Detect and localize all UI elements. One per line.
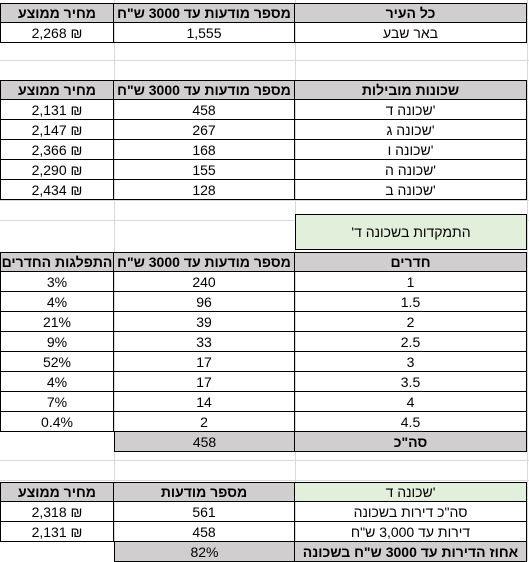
- avg-price-cell[interactable]: 2,434 ₪: [0, 180, 114, 200]
- listings-cell[interactable]: 17: [114, 352, 295, 372]
- listings-cell[interactable]: 458: [114, 100, 295, 120]
- rooms-cell[interactable]: 3.5: [295, 372, 527, 392]
- avg-price-cell[interactable]: 2,318 ₪: [0, 502, 114, 522]
- listings-cell[interactable]: 240: [114, 272, 295, 292]
- percent-label-cell[interactable]: אחוז הדירות עד 3000 ש"ח בשכונה: [295, 542, 527, 562]
- distribution-cell[interactable]: 7%: [0, 392, 114, 412]
- avg-price-cell[interactable]: 2,366 ₪: [0, 140, 114, 160]
- table-row: 9% 33 2.5: [0, 332, 529, 352]
- summary-label-cell[interactable]: דירות עד 3,000 ש"ח: [295, 522, 527, 542]
- avg-price-cell[interactable]: 2,290 ₪: [0, 160, 114, 180]
- listings-cell[interactable]: 33: [114, 332, 295, 352]
- summary-title-cell[interactable]: שכונה ד': [295, 482, 527, 502]
- table-row: 2,290 ₪ 155 שכונה ה': [0, 160, 529, 180]
- table-row: 7% 14 4: [0, 392, 529, 412]
- city-header[interactable]: כל העיר: [295, 3, 527, 23]
- neighborhood-cell[interactable]: שכונה ה': [295, 160, 527, 180]
- rooms-total-row: 458 סה"כ: [0, 432, 529, 452]
- table-row: 2,131 ₪ 458 דירות עד 3,000 ש"ח: [0, 522, 529, 542]
- table-row: 4% 96 1.5: [0, 292, 529, 312]
- distribution-cell[interactable]: 4%: [0, 292, 114, 312]
- rooms-cell[interactable]: 1.5: [295, 292, 527, 312]
- neighborhoods-header-row: מחיר ממוצע מספר מודעות עד 3000 ש"ח שכונו…: [0, 80, 529, 100]
- avg-price-header[interactable]: מחיר ממוצע: [0, 482, 114, 502]
- listings-cell[interactable]: 155: [114, 160, 295, 180]
- summary-header-row: מחיר ממוצע מספר מודעות שכונה ד': [0, 482, 529, 502]
- rooms-cell[interactable]: 4: [295, 392, 527, 412]
- avg-price-cell[interactable]: 2,147 ₪: [0, 120, 114, 140]
- avg-price-header[interactable]: מחיר ממוצע: [0, 3, 114, 23]
- table-row: 4% 17 3.5: [0, 372, 529, 392]
- listings-header[interactable]: מספר מודעות: [114, 482, 295, 502]
- avg-price-cell[interactable]: 2,131 ₪: [0, 100, 114, 120]
- rooms-cell[interactable]: 3: [295, 352, 527, 372]
- rooms-header-row: התפלגות החדרים מספר מודעות עד 3000 ש"ח ח…: [0, 252, 529, 272]
- distribution-cell[interactable]: 0.4%: [0, 412, 114, 432]
- table-row: 21% 39 2: [0, 312, 529, 332]
- table-row: 2,318 ₪ 561 סה"כ דירות בשכונה: [0, 502, 529, 522]
- distribution-header[interactable]: התפלגות החדרים: [0, 252, 114, 272]
- neighborhood-header[interactable]: שכונות מובילות: [295, 80, 527, 100]
- table-row: 0.4% 2 4.5: [0, 412, 529, 432]
- listings-header[interactable]: מספר מודעות עד 3000 ש"ח: [114, 3, 295, 23]
- percent-row: 82% אחוז הדירות עד 3000 ש"ח בשכונה: [0, 542, 529, 562]
- city-header-row: מחיר ממוצע מספר מודעות עד 3000 ש"ח כל הע…: [0, 3, 529, 23]
- listings-cell[interactable]: 168: [114, 140, 295, 160]
- listings-cell[interactable]: 14: [114, 392, 295, 412]
- listings-cell[interactable]: 17: [114, 372, 295, 392]
- listings-cell[interactable]: 96: [114, 292, 295, 312]
- listings-cell[interactable]: 561: [114, 502, 295, 522]
- listings-cell[interactable]: 2: [114, 412, 295, 432]
- listings-cell[interactable]: 1,555: [114, 23, 295, 43]
- neighborhood-cell[interactable]: שכונה ב': [295, 180, 527, 200]
- table-row: 2,434 ₪ 128 שכונה ב': [0, 180, 529, 200]
- neighborhood-cell[interactable]: שכונה ו': [295, 140, 527, 160]
- rooms-cell[interactable]: 4.5: [295, 412, 527, 432]
- table-row: 2,366 ₪ 168 שכונה ו': [0, 140, 529, 160]
- rooms-cell[interactable]: 2: [295, 312, 527, 332]
- listings-cell[interactable]: 267: [114, 120, 295, 140]
- listings-cell[interactable]: 39: [114, 312, 295, 332]
- city-data-row: 2,268 ₪ 1,555 באר שבע: [0, 23, 529, 43]
- avg-price-header[interactable]: מחיר ממוצע: [0, 80, 114, 100]
- rooms-cell[interactable]: 1: [295, 272, 527, 292]
- distribution-cell[interactable]: 21%: [0, 312, 114, 332]
- table-row: 3% 240 1: [0, 272, 529, 292]
- listings-cell[interactable]: 458: [114, 522, 295, 542]
- percent-value-cell[interactable]: 82%: [114, 542, 295, 562]
- city-name-cell[interactable]: באר שבע: [295, 23, 527, 43]
- listings-header[interactable]: מספר מודעות עד 3000 ש"ח: [114, 80, 295, 100]
- listings-header[interactable]: מספר מודעות עד 3000 ש"ח: [114, 252, 295, 272]
- table-row: 2,147 ₪ 267 שכונה ג': [0, 120, 529, 140]
- summary-label-cell[interactable]: סה"כ דירות בשכונה: [295, 502, 527, 522]
- total-listings-cell[interactable]: 458: [114, 432, 295, 452]
- neighborhood-cell[interactable]: שכונה ד': [295, 100, 527, 120]
- focus-title-cell[interactable]: התמקדות בשכונה ד': [295, 214, 527, 250]
- rooms-header[interactable]: חדרים: [295, 252, 527, 272]
- avg-price-cell[interactable]: 2,131 ₪: [0, 522, 114, 542]
- table-row: 2,131 ₪ 458 שכונה ד': [0, 100, 529, 120]
- table-row: 52% 17 3: [0, 352, 529, 372]
- distribution-cell[interactable]: 4%: [0, 372, 114, 392]
- neighborhood-cell[interactable]: שכונה ג': [295, 120, 527, 140]
- distribution-cell[interactable]: 52%: [0, 352, 114, 372]
- rooms-cell[interactable]: 2.5: [295, 332, 527, 352]
- avg-price-cell[interactable]: 2,268 ₪: [0, 23, 114, 43]
- listings-cell[interactable]: 128: [114, 180, 295, 200]
- total-label-cell[interactable]: סה"כ: [295, 432, 527, 452]
- distribution-cell[interactable]: 9%: [0, 332, 114, 352]
- distribution-cell[interactable]: 3%: [0, 272, 114, 292]
